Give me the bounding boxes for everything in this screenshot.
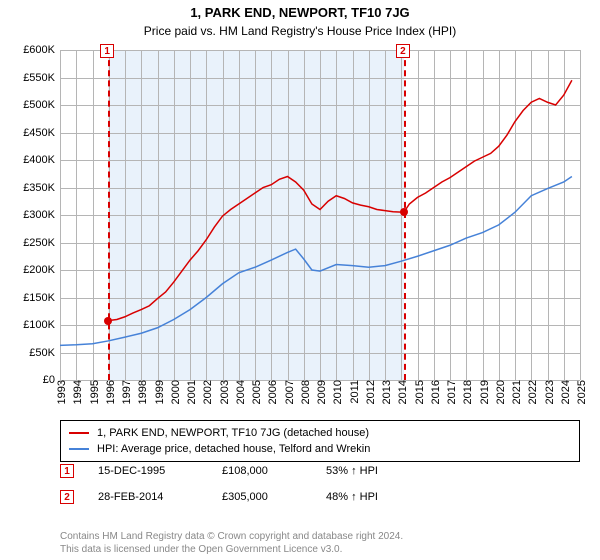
hpi-line <box>60 177 572 346</box>
x-axis-label: 1997 <box>121 380 133 404</box>
x-axis-label: 2019 <box>479 380 491 404</box>
y-axis-label: £350K <box>23 182 55 194</box>
x-axis-label: 2017 <box>446 380 458 404</box>
y-axis-label: £450K <box>23 127 55 139</box>
sale-hpi-delta: 48% ↑ HPI <box>326 491 378 503</box>
x-axis-label: 2001 <box>186 380 198 404</box>
y-axis-label: £150K <box>23 292 55 304</box>
x-axis-label: 1994 <box>72 380 84 404</box>
x-axis-label: 2003 <box>219 380 231 404</box>
y-axis-label: £400K <box>23 154 55 166</box>
x-axis-label: 2011 <box>349 380 361 404</box>
legend-swatch <box>69 448 89 450</box>
y-axis-label: £600K <box>23 44 55 56</box>
chart-subtitle: Price paid vs. HM Land Registry's House … <box>0 24 600 38</box>
x-axis-label: 2021 <box>511 380 523 404</box>
y-axis-label: £50K <box>29 347 55 359</box>
sale-detail-row: 1 15-DEC-1995 £108,000 53% ↑ HPI <box>60 464 580 478</box>
line-layer <box>60 50 580 380</box>
legend-label: 1, PARK END, NEWPORT, TF10 7JG (detached… <box>97 427 369 439</box>
x-axis-label: 1995 <box>89 380 101 404</box>
x-axis-label: 2013 <box>381 380 393 404</box>
sale-hpi-delta: 53% ↑ HPI <box>326 465 378 477</box>
x-axis-label: 2015 <box>414 380 426 404</box>
chart-area: £0£50K£100K£150K£200K£250K£300K£350K£400… <box>60 50 580 380</box>
x-axis-label: 2010 <box>332 380 344 404</box>
y-axis-label: £200K <box>23 264 55 276</box>
y-axis-label: £550K <box>23 72 55 84</box>
x-axis-label: 1999 <box>154 380 166 404</box>
x-axis-label: 2014 <box>397 380 409 404</box>
x-axis-label: 2006 <box>267 380 279 404</box>
sale-detail-row: 2 28-FEB-2014 £305,000 48% ↑ HPI <box>60 490 580 504</box>
y-axis-label: £250K <box>23 237 55 249</box>
x-axis-label: 2025 <box>576 380 588 404</box>
legend-box: 1, PARK END, NEWPORT, TF10 7JG (detached… <box>60 420 580 462</box>
x-axis-label: 2012 <box>365 380 377 404</box>
legend-row: 1, PARK END, NEWPORT, TF10 7JG (detached… <box>69 425 571 441</box>
y-axis-label: £500K <box>23 99 55 111</box>
y-axis-label: £100K <box>23 319 55 331</box>
x-axis-label: 2002 <box>202 380 214 404</box>
y-axis-label: £0 <box>43 374 55 386</box>
x-axis-label: 1993 <box>56 380 68 404</box>
attribution-line-2: This data is licensed under the Open Gov… <box>60 543 580 556</box>
x-axis-label: 2008 <box>300 380 312 404</box>
x-axis-label: 2000 <box>170 380 182 404</box>
x-axis-label: 2016 <box>430 380 442 404</box>
sale-price: £108,000 <box>222 465 302 477</box>
x-axis-label: 2018 <box>462 380 474 404</box>
sale-price: £305,000 <box>222 491 302 503</box>
legend-label: HPI: Average price, detached house, Telf… <box>97 443 370 455</box>
gridline-v <box>580 50 581 380</box>
x-axis-label: 2024 <box>560 380 572 404</box>
attribution-text: Contains HM Land Registry data © Crown c… <box>60 530 580 556</box>
legend-row: HPI: Average price, detached house, Telf… <box>69 441 571 457</box>
attribution-line-1: Contains HM Land Registry data © Crown c… <box>60 530 580 543</box>
x-axis-label: 2023 <box>544 380 556 404</box>
x-axis-label: 2020 <box>495 380 507 404</box>
sale-date: 15-DEC-1995 <box>98 465 198 477</box>
sale-badge: 1 <box>60 464 74 478</box>
legend-swatch <box>69 432 89 434</box>
chart-title: 1, PARK END, NEWPORT, TF10 7JG <box>0 5 600 20</box>
x-axis-label: 1996 <box>105 380 117 404</box>
y-axis-label: £300K <box>23 209 55 221</box>
sale-badge: 2 <box>60 490 74 504</box>
x-axis-label: 2004 <box>235 380 247 404</box>
x-axis-label: 2007 <box>284 380 296 404</box>
sale-date: 28-FEB-2014 <box>98 491 198 503</box>
x-axis-label: 2005 <box>251 380 263 404</box>
x-axis-label: 2022 <box>527 380 539 404</box>
property-line <box>108 80 572 320</box>
x-axis-label: 1998 <box>137 380 149 404</box>
x-axis-label: 2009 <box>316 380 328 404</box>
